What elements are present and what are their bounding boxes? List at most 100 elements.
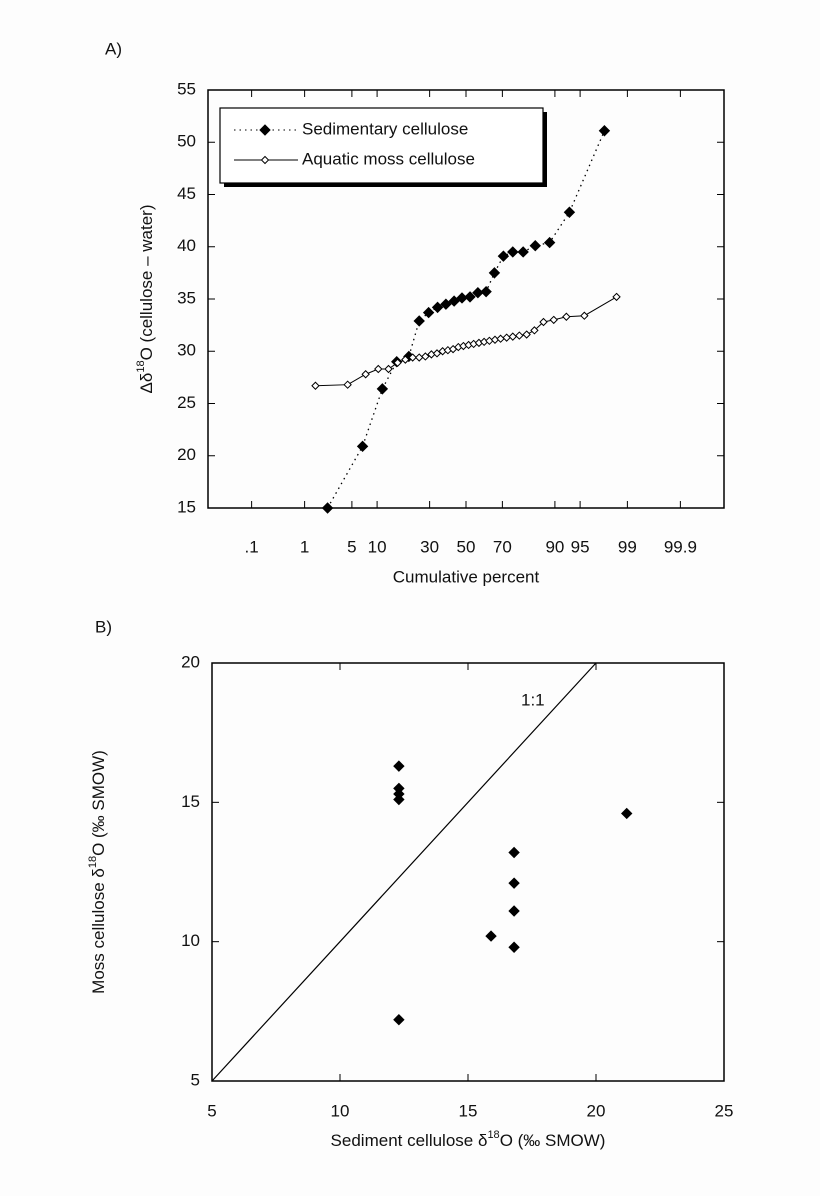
plot-frame <box>211 662 725 1082</box>
y-tick-label: 45 <box>177 184 196 203</box>
x-tick-label: 15 <box>459 1101 478 1120</box>
data-point <box>508 941 520 953</box>
legend <box>219 107 544 184</box>
x-axis-title-part: Sediment cellulose δ <box>331 1131 488 1150</box>
data-point <box>374 364 383 374</box>
data-point <box>507 246 519 258</box>
series-line <box>327 130 606 509</box>
x-tick-label: 20 <box>587 1101 606 1120</box>
x-tick-label: 5 <box>347 537 356 556</box>
panel-label: B) <box>95 617 112 636</box>
legend-label: Sedimentary cellulose <box>302 119 468 138</box>
x-tick-label: .1 <box>245 537 259 556</box>
data-point <box>311 381 320 390</box>
data-point <box>393 793 405 806</box>
data-point <box>496 334 505 343</box>
y-axis-title: Δδ18O (cellulose – water) <box>135 205 157 394</box>
y-tick-label: 15 <box>181 792 200 811</box>
data-point <box>508 877 520 889</box>
y-tick-label: 20 <box>177 445 196 464</box>
data-point <box>393 1013 405 1026</box>
x-tick-label: 25 <box>715 1101 734 1120</box>
data-point <box>376 383 389 395</box>
y-axis-title-part: Moss cellulose δ <box>89 868 108 994</box>
y-tick-label: 25 <box>177 393 196 412</box>
y-axis-title-part: 18 <box>87 856 99 868</box>
y-tick-label: 20 <box>181 652 200 671</box>
data-point <box>401 355 410 364</box>
x-tick-label: 90 <box>545 537 564 556</box>
data-point <box>343 380 352 389</box>
data-point <box>529 239 541 252</box>
reference-line <box>211 662 597 1082</box>
data-point <box>497 250 510 262</box>
legend-label: Aquatic moss cellulose <box>302 149 475 168</box>
data-point <box>517 246 529 258</box>
data-point <box>321 502 334 514</box>
data-point <box>508 905 520 917</box>
y-tick-label: 55 <box>177 79 196 98</box>
data-point <box>508 332 517 341</box>
data-point <box>502 333 511 342</box>
panel-label: A) <box>105 39 122 58</box>
data-point <box>361 370 370 379</box>
data-point <box>563 206 576 218</box>
y-axis-title: Moss cellulose δ18O (‰ SMOW) <box>87 750 109 994</box>
data-point <box>515 331 524 340</box>
y-axis-title-part: O (cellulose – water) <box>137 205 156 361</box>
data-point <box>408 353 417 362</box>
data-point <box>356 440 369 453</box>
y-axis-title-part: Δδ <box>137 373 156 394</box>
y-tick-label: 50 <box>177 132 196 151</box>
x-tick-label: 70 <box>493 537 512 556</box>
x-tick-label: 10 <box>331 1101 350 1120</box>
x-tick-label: 50 <box>457 537 476 556</box>
data-point <box>413 315 425 327</box>
reference-label: 1:1 <box>521 690 545 709</box>
y-tick-label: 35 <box>177 288 196 307</box>
data-point <box>522 330 531 339</box>
data-point <box>488 267 501 279</box>
y-tick-label: 15 <box>177 497 196 516</box>
x-tick-label: 1 <box>300 537 309 556</box>
data-point <box>612 292 621 302</box>
data-point <box>508 846 520 859</box>
y-axis-title-part: 18 <box>135 360 147 372</box>
y-tick-label: 5 <box>191 1070 200 1089</box>
x-axis-title-part: O (‰ SMOW) <box>500 1131 606 1150</box>
legend-marker <box>259 124 271 136</box>
data-point <box>440 298 452 310</box>
data-point <box>598 125 611 137</box>
data-point <box>422 306 435 319</box>
data-point <box>384 364 393 374</box>
data-point <box>543 236 556 249</box>
data-point <box>621 807 633 820</box>
y-tick-label: 30 <box>177 341 196 360</box>
data-point <box>562 312 571 321</box>
x-tick-label: 95 <box>571 537 590 556</box>
x-tick-label: 99.9 <box>664 537 697 556</box>
data-point <box>431 301 444 314</box>
series-line <box>315 296 617 387</box>
x-axis-title-part: 18 <box>487 1129 499 1141</box>
data-point <box>549 315 558 325</box>
data-point <box>485 930 497 942</box>
legend-marker <box>260 155 270 165</box>
data-point <box>448 295 460 307</box>
x-axis-title: Sediment cellulose δ18O (‰ SMOW) <box>331 1129 606 1151</box>
data-point <box>480 285 492 298</box>
x-tick-label: 5 <box>207 1101 216 1120</box>
data-point <box>580 311 589 320</box>
data-point <box>539 317 548 327</box>
data-point <box>530 326 539 335</box>
y-tick-label: 10 <box>181 931 200 950</box>
x-tick-label: 30 <box>420 537 439 556</box>
data-point <box>421 352 430 361</box>
data-point <box>415 353 424 362</box>
data-point <box>464 291 476 303</box>
x-tick-label: 99 <box>618 537 637 556</box>
data-point <box>393 760 405 772</box>
x-tick-label: 10 <box>368 537 387 556</box>
